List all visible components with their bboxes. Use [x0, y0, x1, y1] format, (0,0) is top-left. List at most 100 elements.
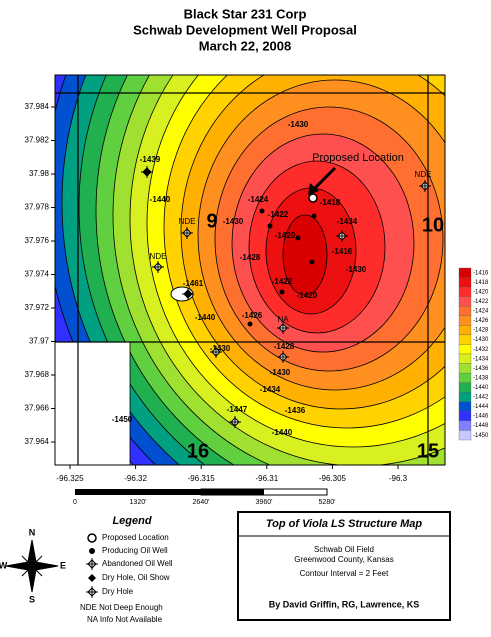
color-label: -1420 [473, 289, 489, 295]
compass-label: E [60, 560, 66, 570]
box-title: Top of Viola LS Structure Map [266, 518, 423, 530]
scale-label: 2640' [193, 499, 210, 506]
lon-label: -96.325 [56, 474, 84, 483]
color-label: -1428 [473, 328, 489, 334]
color-label: -1438 [473, 375, 489, 381]
color-swatch [458, 372, 472, 383]
dry-hole [277, 351, 289, 363]
lat-label: 37.966 [25, 404, 50, 413]
lat-label: 37.976 [25, 236, 50, 245]
legend-title: Legend [112, 515, 151, 527]
color-swatch [458, 277, 472, 288]
color-label: -1440 [473, 385, 489, 391]
oil-well [279, 289, 285, 295]
legend-note: NDE Not Deep Enough [80, 603, 163, 612]
section-number: 10 [422, 214, 444, 236]
color-label: -1416 [473, 270, 489, 276]
contour-label: -1430 [346, 265, 367, 274]
lat-label: 37.982 [25, 136, 50, 145]
dry-hole [182, 288, 194, 300]
compass-label: W [0, 560, 8, 570]
contour-label: -1430 [288, 120, 309, 129]
color-label: -1442 [473, 395, 489, 401]
scale-label: 1320' [130, 499, 147, 506]
legend-item: Dry Hole, Oil Show [102, 573, 170, 582]
oil-well [259, 208, 265, 214]
contour-band [282, 214, 328, 296]
color-label: -1446 [473, 414, 489, 420]
dry-hole [336, 230, 348, 242]
oil-well [311, 213, 317, 219]
well-label: NDE [150, 252, 167, 261]
contour-label: -1420 [275, 231, 296, 240]
section-number: 15 [417, 440, 439, 462]
box-line: Contour Interval = 2 Feet [300, 569, 389, 578]
contour-label: -1428 [274, 342, 295, 351]
color-swatch [458, 334, 472, 345]
contour-label: -1430 [210, 344, 231, 353]
legend-item: Dry Hole [102, 587, 134, 596]
section-lines [55, 75, 445, 465]
color-label: -1424 [473, 309, 489, 315]
section-number: 9 [206, 210, 217, 232]
color-swatch [458, 411, 472, 422]
color-label: -1426 [473, 318, 489, 324]
color-label: -1422 [473, 299, 489, 305]
scale-label: 3960' [256, 499, 273, 506]
legend-item: Proposed Location [102, 533, 169, 542]
dry-hole [419, 180, 431, 192]
dry-hole [210, 346, 222, 358]
lat-label: 37.984 [25, 102, 50, 111]
color-swatch [458, 420, 472, 431]
title-box: Top of Viola LS Structure Map Schwab Oil… [237, 511, 451, 621]
contour-label: -1422 [272, 277, 293, 286]
color-swatch [458, 286, 472, 297]
dry-hole [229, 416, 241, 428]
well-label: NDE [179, 217, 196, 226]
contour-label: -1439 [140, 155, 161, 164]
oil-well [295, 235, 301, 241]
contour-label: -1430 [270, 368, 291, 377]
contour-label: -1430 [223, 217, 244, 226]
scale-bar [75, 488, 328, 496]
color-label: -1444 [473, 404, 489, 410]
contour-label: -1436 [285, 406, 306, 415]
section-number: 16 [187, 440, 209, 462]
color-swatch [458, 296, 472, 307]
dry-hole [141, 166, 153, 178]
contour-label: -1450 [112, 415, 133, 424]
contour-label: -1440 [272, 428, 293, 437]
annotation-text: Proposed Location [312, 152, 404, 164]
color-label: -1430 [473, 337, 489, 343]
contour-label: -1418 [320, 198, 341, 207]
contour-label: -1434 [260, 385, 281, 394]
contour-label: -1434 [337, 217, 358, 226]
color-swatch [458, 353, 472, 364]
box-line: Greenwood County, Kansas [294, 555, 393, 564]
well-label: NDE [415, 170, 432, 179]
contour-label: -1420 [297, 291, 318, 300]
compass: N E S W [0, 527, 66, 604]
legend-item: Producing Oil Well [102, 546, 168, 555]
color-label: -1448 [473, 423, 489, 429]
color-swatch [458, 430, 472, 441]
color-label: -1434 [473, 356, 489, 362]
color-swatch [458, 315, 472, 326]
contour-label: -1428 [240, 253, 261, 262]
color-swatch [458, 344, 472, 355]
lat-label: 37.97 [29, 337, 50, 346]
lat-label: 37.974 [25, 270, 50, 279]
dry-hole [181, 227, 193, 239]
color-swatch [458, 382, 472, 393]
oil-well [247, 321, 253, 327]
color-swatch [458, 306, 472, 316]
title-line: Schwab Development Well Proposal [133, 22, 357, 37]
lon-label: -96.315 [188, 474, 216, 483]
lat-label: 37.978 [25, 203, 50, 212]
color-label: -1418 [473, 280, 489, 286]
dry-hole [277, 322, 289, 334]
title-line: March 22, 2008 [199, 38, 292, 53]
legend: Legend Proposed Location Producing Oil W… [80, 515, 173, 624]
color-label: -1450 [473, 433, 489, 439]
